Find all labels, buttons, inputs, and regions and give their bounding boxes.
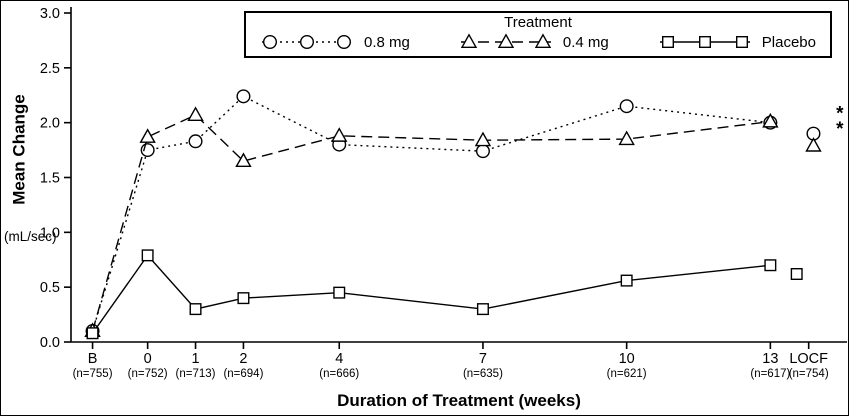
x-axis-title: Duration of Treatment (weeks)	[337, 391, 581, 410]
y-tick-label: 1.5	[40, 171, 60, 187]
marker-triangle-icon	[805, 137, 822, 152]
marker-circle-icon	[300, 34, 315, 50]
marker-square-icon	[661, 36, 674, 49]
x-tick-label: LOCF	[789, 351, 828, 367]
legend-sample-circle-dotted	[262, 34, 352, 50]
x-tick-n-label: (n=666)	[319, 368, 359, 380]
y-axis-units: (mL/sec)	[4, 229, 57, 244]
legend-label-placebo: Placebo	[761, 33, 816, 51]
legend-entry-placebo: Placebo	[658, 33, 816, 51]
x-tick-label: B	[88, 351, 98, 367]
significance-asterisk: *	[836, 119, 844, 140]
marker-square-icon	[237, 292, 250, 305]
y-axis-title: Mean Change	[9, 94, 29, 205]
marker-triangle-icon	[187, 106, 204, 121]
x-tick-n-label: (n=694)	[223, 368, 263, 380]
x-tick-label: 1	[192, 351, 200, 367]
x-tick-label: 4	[335, 351, 343, 367]
marker-square-icon	[735, 36, 748, 49]
legend-sample-triangle-dashed	[460, 33, 552, 48]
x-tick-label: 0	[144, 351, 152, 367]
series-line	[91, 254, 771, 334]
legend-entries: 0.8 mg 0.4 mg Placebo	[246, 31, 830, 51]
marker-triangle-icon	[618, 130, 635, 146]
x-tick-n-label: (n=621)	[607, 368, 647, 380]
marker-square-icon	[790, 268, 803, 281]
y-tick-label: 0.5	[40, 280, 60, 296]
y-tick-label: 0.0	[40, 335, 60, 351]
x-tick-n-label: (n=752)	[128, 368, 168, 380]
marker-square-icon	[620, 274, 633, 287]
marker-circle-icon	[262, 34, 278, 50]
legend-title: Treatment	[504, 14, 572, 31]
x-tick-n-label: (n=635)	[463, 368, 503, 380]
x-tick-n-label: (n=617)	[750, 368, 790, 380]
marker-square-icon	[333, 286, 346, 299]
marker-triangle-icon	[762, 112, 779, 128]
marker-triangle-icon	[460, 33, 478, 48]
marker-triangle-icon	[534, 33, 552, 48]
legend-label-0-8-mg: 0.8 mg	[364, 33, 410, 51]
x-tick-label: 2	[239, 351, 247, 367]
series-placebo	[86, 249, 803, 340]
marker-square-icon	[764, 259, 777, 272]
legend: Treatment 0.8 mg 0.4 mg Placebo	[244, 11, 832, 58]
x-tick-n-label: (n=713)	[176, 368, 216, 380]
legend-sample-square-solid	[659, 36, 750, 49]
x-tick-n-label: (n=755)	[73, 368, 113, 380]
marker-square-icon	[698, 36, 711, 49]
series-0-4-mg	[84, 106, 822, 338]
marker-circle-icon	[336, 34, 351, 50]
marker-triangle-icon	[235, 152, 252, 168]
legend-label-0-4-mg: 0.4 mg	[562, 33, 609, 51]
marker-triangle-icon	[331, 127, 348, 142]
series-line	[91, 95, 771, 332]
y-tick-label: 2.5	[40, 61, 60, 77]
marker-square-icon	[476, 303, 489, 316]
marker-circle-icon	[236, 89, 251, 104]
x-tick-label: 7	[479, 351, 487, 367]
marker-triangle-icon	[474, 131, 492, 147]
legend-entry-0-4-mg: 0.4 mg	[459, 33, 609, 51]
significance-asterisk: *	[836, 104, 844, 125]
marker-square-icon	[189, 303, 202, 316]
marker-circle-icon	[619, 99, 634, 114]
legend-entry-0-8-mg: 0.8 mg	[260, 33, 410, 51]
marker-square-icon	[141, 249, 154, 262]
x-tick-n-label: (n=754)	[789, 368, 829, 380]
series-line	[91, 114, 771, 332]
y-tick-label: 2.0	[40, 116, 60, 132]
y-tick-label: 3.0	[40, 6, 60, 22]
marker-circle-icon	[475, 144, 490, 159]
marker-triangle-icon	[497, 33, 515, 48]
marker-circle-icon	[188, 134, 203, 149]
x-tick-label: 10	[619, 351, 635, 367]
y-tick-label: 1.0	[40, 225, 60, 241]
marker-square-icon	[86, 327, 99, 340]
series-0-8-mg	[85, 89, 821, 339]
x-tick-label: 13	[762, 351, 778, 367]
marker-triangle-icon	[139, 128, 156, 143]
